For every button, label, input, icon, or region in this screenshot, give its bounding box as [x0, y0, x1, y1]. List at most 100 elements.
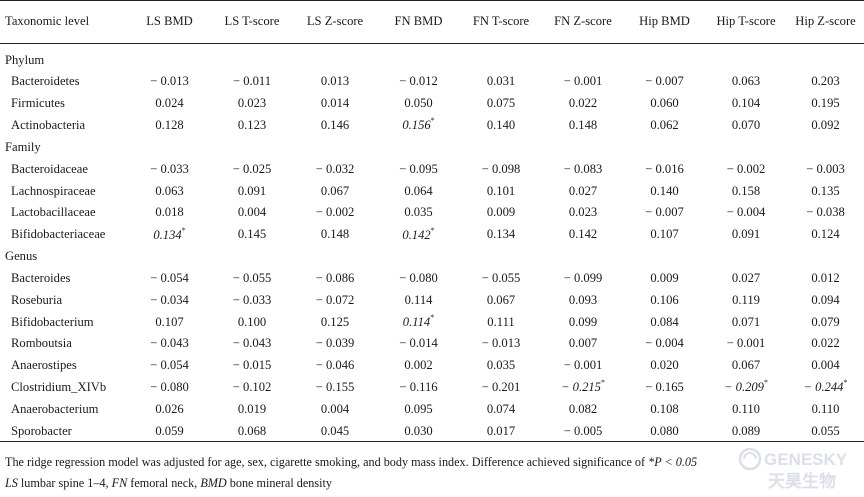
table-row: Anaerostipes − 0.054 − 0.015 − 0.046 0.002 0.…: [0, 355, 864, 377]
table-cell: 0.114: [377, 289, 460, 311]
cell-value: 0.111: [487, 314, 515, 329]
cell-value: 0.035: [404, 205, 433, 220]
table-cell: − 0.016: [624, 158, 705, 180]
table-cell: 0.067: [705, 355, 787, 377]
table-cell: − 0.080: [377, 268, 460, 290]
watermark-line1: GENESKY: [764, 450, 848, 469]
table-row: Bacteroides − 0.054 − 0.055 − 0.086 − 0.080 −…: [0, 268, 864, 290]
cell-value: 0.013: [320, 74, 350, 89]
cell-value: 0.100: [237, 314, 267, 329]
table-cell: 0.063: [705, 71, 787, 93]
table-cell: − 0.209*: [705, 377, 787, 399]
cell-value: 0.004: [811, 358, 840, 373]
cell-value: − 0.038: [806, 205, 845, 220]
table-cell: − 0.013: [460, 333, 542, 355]
cell-value: − 0.099: [563, 270, 603, 285]
cell-value: 0.004: [237, 205, 267, 220]
cell-value: − 0.039: [315, 336, 355, 351]
table-cell: − 0.033: [211, 289, 293, 311]
table-row: Lactobacillaceae 0.018 0.004 − 0.002 0.035 0.…: [0, 202, 864, 224]
cell-value: − 0.003: [806, 161, 845, 176]
cell-value: − 0.013: [481, 336, 521, 351]
cell-value: 0.158: [731, 183, 761, 198]
cell-value: 0.017: [486, 423, 516, 438]
table-cell: 0.095: [377, 398, 460, 420]
table-cell: 0.020: [624, 355, 705, 377]
table-cell: − 0.201: [460, 377, 542, 399]
cell-value: − 0.043: [232, 336, 272, 351]
table-cell: 0.107: [128, 311, 211, 333]
table-cell: − 0.004: [705, 202, 787, 224]
cell-value: − 0.054: [150, 270, 189, 285]
watermark-line2: 天昊生物: [768, 471, 836, 492]
taxon-name: Roseburia: [11, 292, 63, 307]
table-cell: 0.146: [293, 115, 377, 137]
abbr-definition: femoral neck,: [127, 476, 201, 490]
cell-value: − 0.043: [150, 336, 189, 351]
column-header: LS Z-score: [306, 14, 364, 28]
cell-value: 0.125: [320, 314, 350, 329]
table-cell: 0.203: [787, 71, 864, 93]
cell-value: 0.092: [811, 117, 840, 132]
table-cell: 0.064: [377, 180, 460, 202]
table-row: Bacteroidetes − 0.013 − 0.011 0.013 − 0.012 0…: [0, 71, 864, 93]
column-header: Taxonomic level: [5, 14, 90, 28]
table-cell: 0.027: [705, 268, 787, 290]
column-header: FN T-score: [472, 14, 530, 28]
cell-value: 0.140: [486, 117, 516, 132]
footnote-p-value: *P < 0.05: [648, 455, 698, 469]
cell-value: 0.135: [811, 183, 840, 198]
table-row: Anaerobacterium 0.026 0.019 0.004 0.095 0.074…: [0, 398, 864, 420]
taxon-name: Bacteroides: [11, 270, 71, 285]
table-row: Bifidobacterium 0.107 0.100 0.125 0.114* 0.11…: [0, 311, 864, 333]
cell-value: − 0.004: [645, 336, 684, 351]
cell-value: − 0.001: [726, 336, 766, 351]
table-cell: 0.094: [787, 289, 864, 311]
footnote-text: The ridge regression model was adjusted …: [5, 455, 649, 469]
cell-value: − 0.015: [232, 358, 272, 373]
table-cell: − 0.001: [542, 355, 624, 377]
cell-value: 0.022: [568, 96, 598, 111]
cell-value: 0.045: [320, 423, 350, 438]
table-cell: 0.055: [787, 420, 864, 442]
cell-value: 0.030: [404, 423, 433, 438]
table-cell: − 0.013: [128, 71, 211, 93]
cell-value: 0.009: [486, 205, 516, 220]
cell-value: 0.022: [811, 336, 840, 351]
table-cell: 0.084: [624, 311, 705, 333]
table-cell: 0.128: [128, 115, 211, 137]
cell-value: 0.031: [486, 74, 516, 89]
table-row: Actinobacteria 0.128 0.123 0.146 0.156* 0.140…: [0, 115, 864, 137]
table-row: Roseburia − 0.034 − 0.033 − 0.072 0.114 0.067…: [0, 289, 864, 311]
group-heading-row: Phylum: [0, 49, 864, 71]
cell-value: 0.134: [486, 227, 516, 242]
table-cell: 0.108: [624, 398, 705, 420]
cell-value: 0.024: [155, 96, 184, 111]
cell-value: 0.027: [731, 270, 761, 285]
table-cell: − 0.080: [128, 377, 211, 399]
table-cell: − 0.038: [787, 202, 864, 224]
cell-value: 0.067: [731, 358, 761, 373]
cell-value: 0.063: [731, 74, 761, 89]
table-cell: 0.014: [293, 93, 377, 115]
table-cell: − 0.055: [211, 268, 293, 290]
table-cell: 0.059: [128, 420, 211, 442]
table-cell: 0.024: [128, 93, 211, 115]
cell-value: 0.055: [811, 423, 840, 438]
table-cell: − 0.086: [293, 268, 377, 290]
cell-value: 0.142: [402, 227, 431, 242]
cell-value: 0.075: [486, 96, 516, 111]
column-header: Hip Z-score: [795, 14, 856, 28]
column-header: FN Z-score: [554, 14, 612, 28]
taxon-name: Firmicutes: [11, 96, 65, 111]
cell-value: − 0.007: [645, 74, 684, 89]
cell-value: 0.084: [650, 314, 679, 329]
table-cell: 0.062: [624, 115, 705, 137]
abbr-definition: lumbar spine 1–4,: [17, 476, 112, 490]
table-cell: 0.158: [705, 180, 787, 202]
cell-value: − 0.013: [150, 74, 189, 89]
table-cell: − 0.099: [542, 268, 624, 290]
table-cell: 0.075: [460, 93, 542, 115]
cell-value: 0.203: [811, 74, 840, 89]
cell-value: − 0.244: [803, 380, 844, 395]
